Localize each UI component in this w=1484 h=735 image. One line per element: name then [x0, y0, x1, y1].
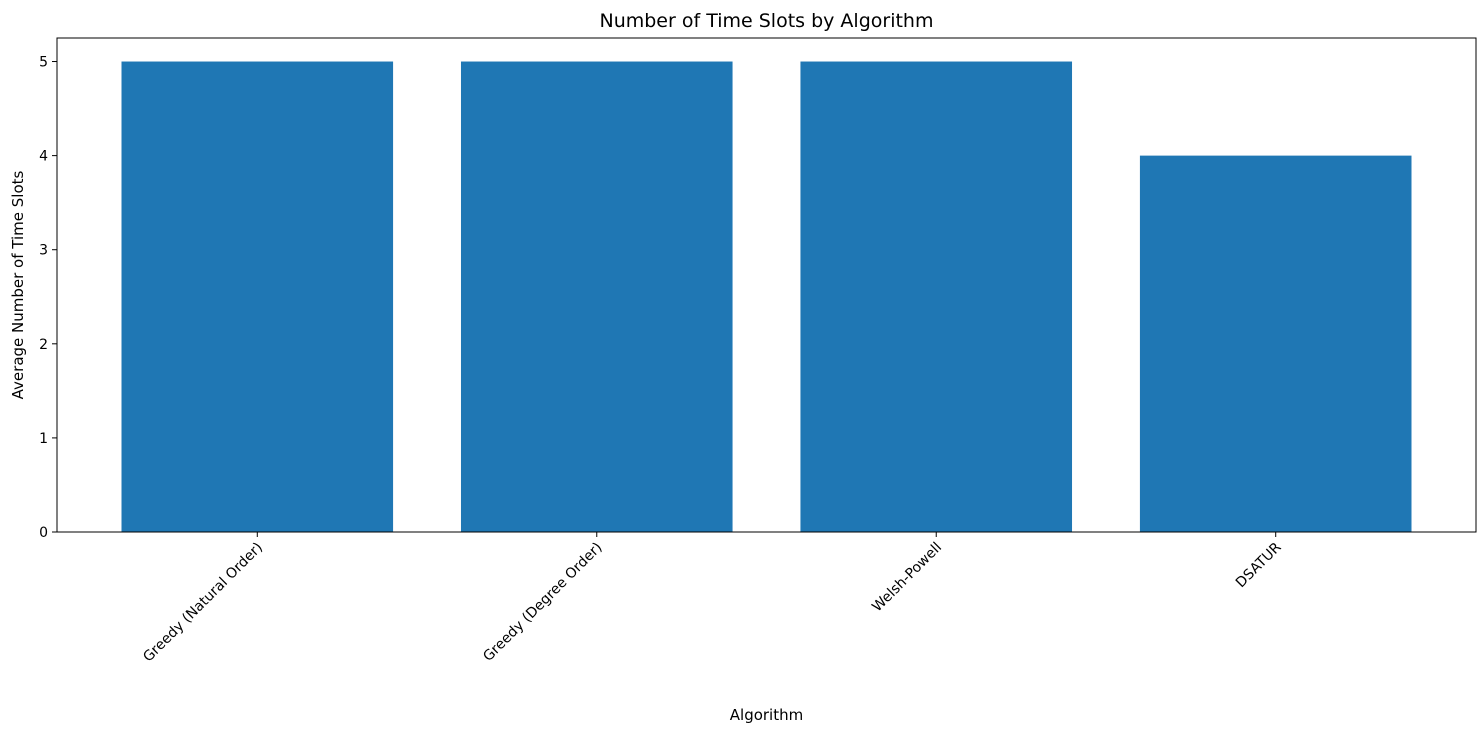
bar-3 [1139, 155, 1412, 532]
bar-2 [800, 61, 1073, 533]
y-tick-label: 5 [39, 55, 48, 71]
bars-layer [121, 61, 1412, 533]
y-tick-label: 4 [39, 149, 48, 165]
y-tick-label: 0 [39, 525, 48, 541]
bar-0 [121, 61, 394, 533]
y-axis: 0 1 2 3 4 5 [39, 55, 57, 541]
x-axis-label: Algorithm [730, 706, 803, 724]
y-tick-label: 2 [39, 337, 48, 353]
plot-frame [56, 37, 1477, 533]
bar-1 [460, 61, 733, 533]
x-tick-label: DSATUR [1233, 539, 1285, 591]
y-tick-label: 1 [39, 431, 48, 447]
x-tick-label: Welsh-Powell [869, 540, 945, 616]
x-tick-label: Greedy (Degree Order) [480, 540, 605, 665]
x-axis: Greedy (Natural Order) Greedy (Degree Ord… [140, 532, 1285, 666]
chart-title: Number of Time Slots by Algorithm [599, 10, 933, 32]
y-tick-label: 3 [39, 243, 48, 259]
x-tick-label: Greedy (Natural Order) [140, 540, 266, 666]
y-axis-label: Average Number of Time Slots [9, 170, 27, 399]
